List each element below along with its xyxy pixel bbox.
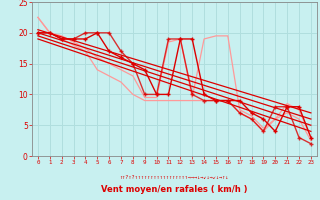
X-axis label: Vent moyen/en rafales ( km/h ): Vent moyen/en rafales ( km/h )	[101, 185, 248, 194]
Text: ↑↑?↑?↑↑↑↑↑↑↑↑↑↑↑↑↑↑↑↑↑→→→↓→↙↓→↙↓→↑↓: ↑↑?↑?↑↑↑↑↑↑↑↑↑↑↑↑↑↑↑↑↑→→→↓→↙↓→↙↓→↑↓	[120, 175, 229, 180]
